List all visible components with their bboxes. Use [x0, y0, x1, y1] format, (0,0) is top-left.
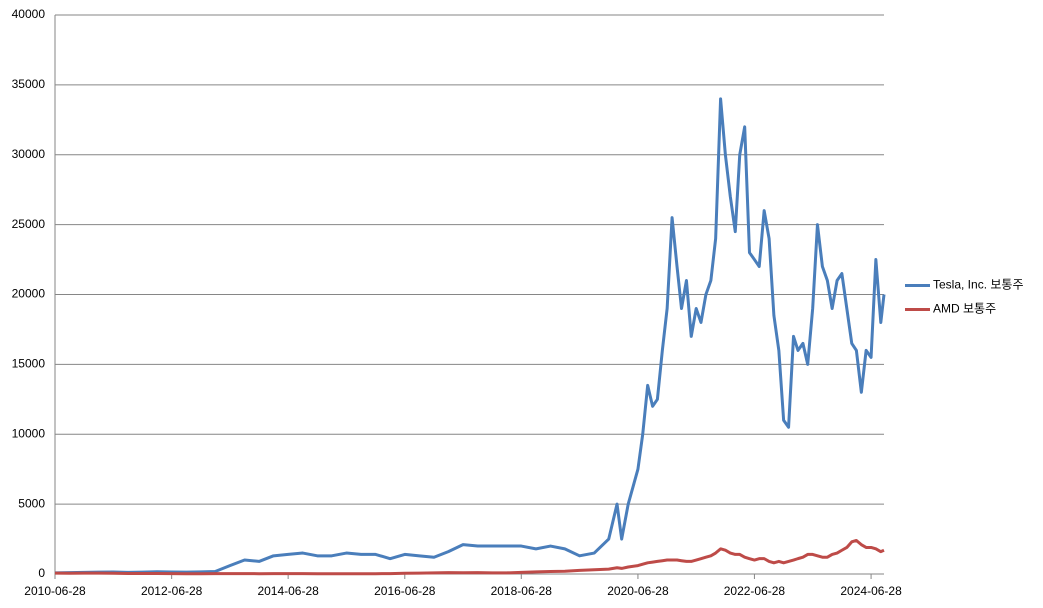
x-tick-label: 2022-06-28: [724, 584, 786, 598]
legend-label: AMD 보통주: [933, 302, 996, 316]
y-tick-label: 35000: [12, 77, 46, 91]
x-tick-label: 2012-06-28: [141, 584, 203, 598]
y-tick-label: 30000: [12, 147, 46, 161]
series-line: [54, 538, 885, 576]
y-tick-label: 10000: [12, 426, 46, 440]
y-tick-label: 40000: [12, 7, 46, 21]
y-tick-label: 0: [38, 566, 45, 580]
x-tick-label: 2016-06-28: [374, 584, 436, 598]
y-tick-label: 15000: [12, 357, 46, 371]
x-tick-label: 2010-06-28: [24, 584, 86, 598]
legend-label: Tesla, Inc. 보통주: [933, 278, 1023, 292]
y-tick-label: 5000: [18, 496, 45, 510]
series-line: [54, 97, 886, 575]
y-tick-label: 25000: [12, 217, 46, 231]
x-tick-label: 2018-06-28: [491, 584, 553, 598]
y-tick-label: 20000: [12, 287, 46, 301]
x-tick-label: 2014-06-28: [257, 584, 319, 598]
x-tick-label: 2020-06-28: [607, 584, 669, 598]
x-tick-label: 2024-06-28: [840, 584, 902, 598]
